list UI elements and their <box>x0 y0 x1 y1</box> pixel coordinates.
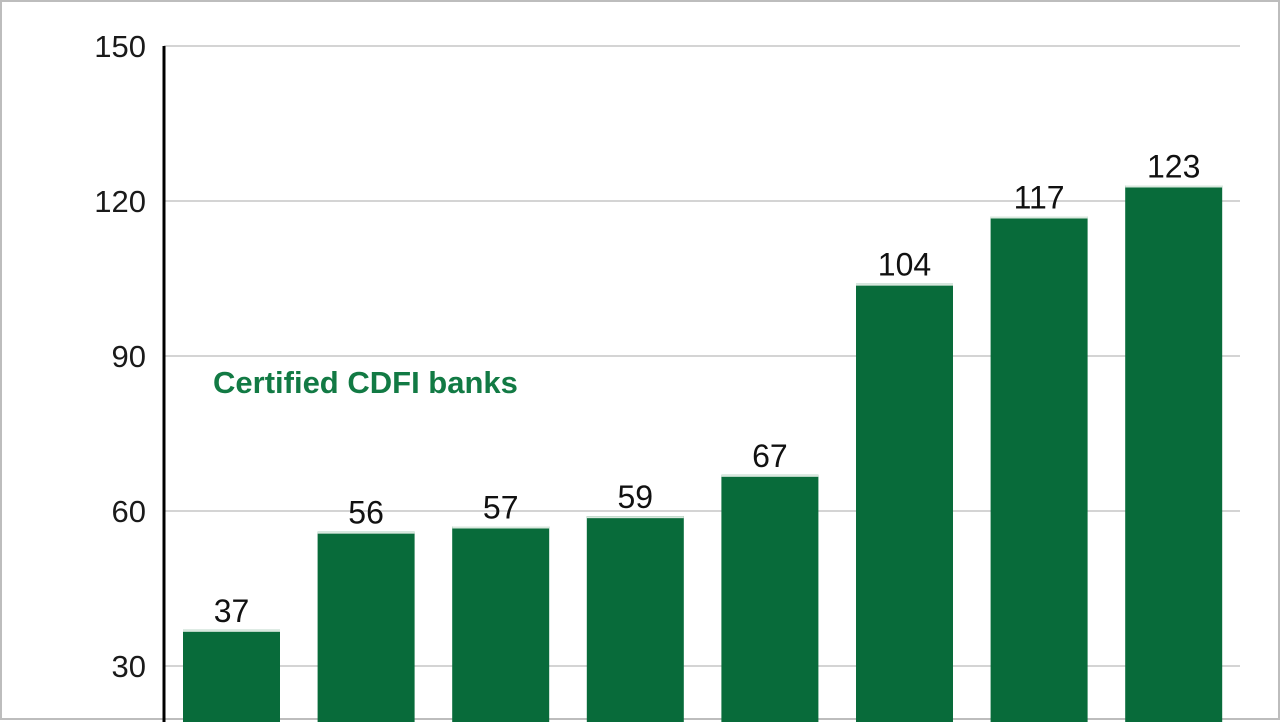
bar-data-labels: 37 56 57 59 67 104 117 123 <box>214 149 1201 629</box>
series-label: Certified CDFI banks <box>213 365 518 400</box>
bar-top-highlight-6 <box>856 283 953 286</box>
bar-value-label-8: 123 <box>1147 149 1200 185</box>
bar-top-highlight-3 <box>452 526 550 529</box>
y-axis-tick-labels: 30 60 90 120 150 <box>94 29 146 684</box>
bar-7 <box>990 216 1088 722</box>
y-tick-label-60: 60 <box>112 494 146 529</box>
bar-6 <box>856 283 953 722</box>
bar-4 <box>586 516 684 722</box>
y-tick-label-90: 90 <box>112 339 146 374</box>
bar-top-highlight-1 <box>183 629 280 632</box>
y-tick-label-150: 150 <box>94 29 146 64</box>
bar-top-highlight-2 <box>317 531 415 534</box>
bar-top-highlight-8 <box>1125 185 1223 188</box>
bar-value-label-4: 59 <box>618 479 654 515</box>
bar-1 <box>183 629 280 722</box>
bar-3 <box>452 526 550 722</box>
bars <box>183 185 1223 722</box>
bar-value-label-1: 37 <box>214 593 250 629</box>
bar-value-label-3: 57 <box>483 490 519 526</box>
bar-value-label-5: 67 <box>752 438 788 474</box>
bar-value-label-7: 117 <box>1014 180 1065 216</box>
bar-value-label-6: 104 <box>878 247 931 283</box>
bar-8 <box>1125 185 1223 722</box>
y-tick-label-120: 120 <box>94 184 146 219</box>
bar-top-highlight-7 <box>990 216 1088 219</box>
bar-value-label-2: 56 <box>348 495 384 531</box>
bar-top-highlight-5 <box>721 474 819 477</box>
bar-top-highlight-4 <box>586 516 684 519</box>
bar-5 <box>721 474 819 722</box>
bar-2 <box>317 531 415 722</box>
y-tick-label-30: 30 <box>112 649 146 684</box>
